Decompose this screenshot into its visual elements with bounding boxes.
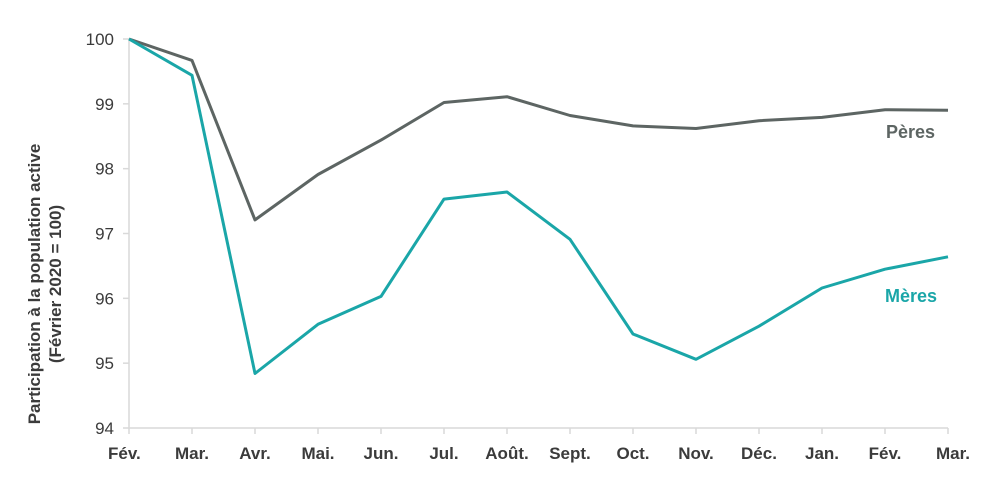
y-tick-label: 94	[95, 419, 114, 438]
x-tick-label: Sept.	[549, 444, 591, 463]
y-tick-label: 98	[95, 160, 114, 179]
series-line-peres	[128, 37, 949, 222]
series-label-peres: Pères	[886, 122, 935, 142]
x-tick-label: Nov.	[678, 444, 714, 463]
x-tick-label: Fév.	[108, 444, 141, 463]
x-tick-label: Jun.	[364, 444, 399, 463]
y-axis-title-line1: Participation à la population active	[25, 144, 44, 425]
y-tick-label: 97	[95, 225, 114, 244]
y-tick-label: 100	[86, 30, 114, 49]
x-tick-label: Oct.	[616, 444, 649, 463]
y-tick-label: 96	[95, 289, 114, 308]
x-tick-label: Mar.	[936, 444, 970, 463]
x-tick-label: Jan.	[805, 444, 839, 463]
x-tick-label: Mar.	[175, 444, 209, 463]
x-tick-label: Avr.	[239, 444, 271, 463]
x-tick-label: Déc.	[741, 444, 777, 463]
series-line-meres	[128, 37, 949, 375]
y-ticks: 94 95 96 97 98 99 100	[86, 30, 129, 438]
x-tick-label: Fév.	[869, 444, 902, 463]
series-label-meres: Mères	[885, 286, 937, 306]
x-tick-label: Mai.	[301, 444, 334, 463]
series-lines	[128, 37, 949, 375]
y-axis-title-line2: (Février 2020 = 100)	[46, 205, 65, 363]
y-tick-label: 99	[95, 95, 114, 114]
y-tick-label: 95	[95, 354, 114, 373]
x-ticks: Fév. Mar. Avr. Mai. Jun. Jul. Août. Sept. Oct. No…	[108, 428, 970, 463]
axes	[128, 39, 948, 429]
x-tick-label: Jul.	[429, 444, 458, 463]
series-labels: Pères Mères	[885, 122, 937, 306]
x-tick-label: Août.	[485, 444, 528, 463]
